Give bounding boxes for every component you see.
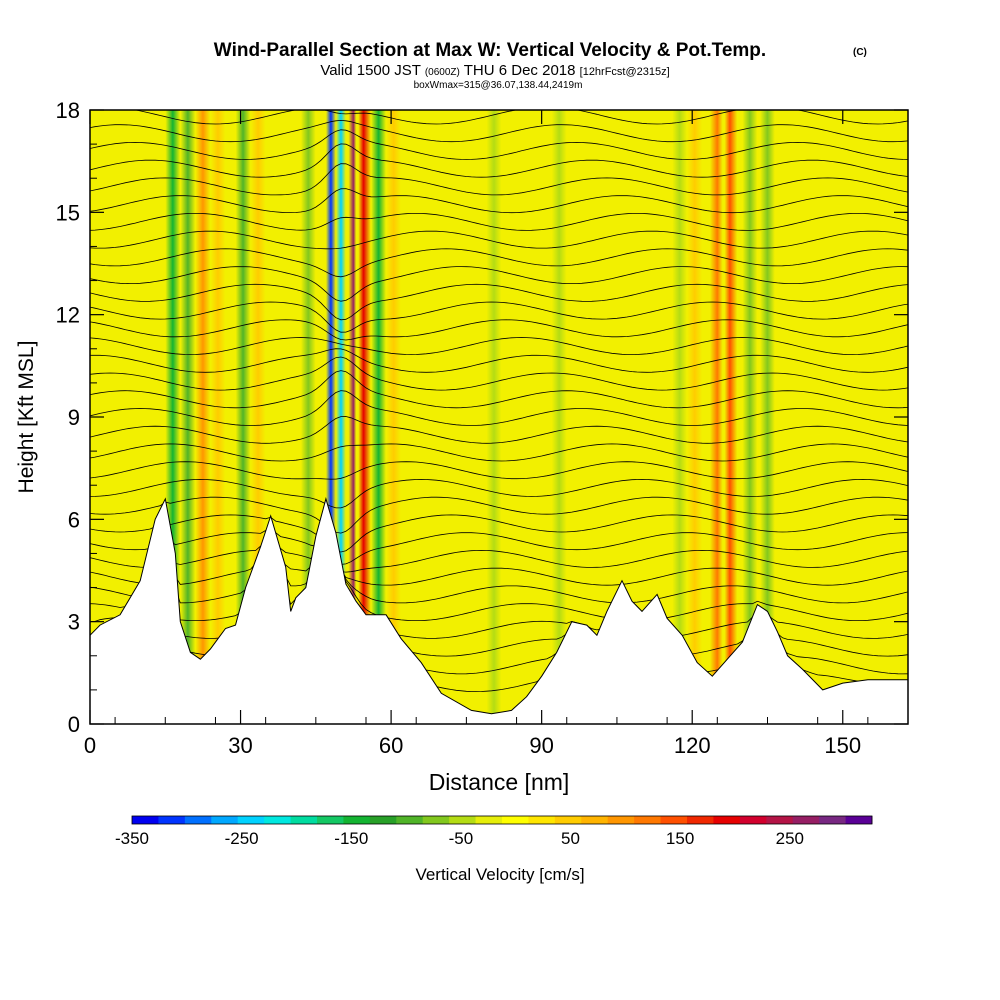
isentrope-line [90,143,908,178]
x-tick-label: 120 [674,733,711,758]
y-tick-label: 12 [56,303,80,328]
legend-swatch [528,816,556,824]
x-tick-label: 150 [824,733,861,758]
legend-swatch [502,816,529,824]
legend-swatch [158,816,186,824]
y-tick-label: 9 [68,405,80,430]
y-tick-label: 15 [56,200,80,225]
isentrope-line [90,554,908,621]
legend-swatch [819,816,846,824]
legend-swatch [766,816,794,824]
legend-swatch [237,816,265,824]
isentrope-line [90,248,908,278]
x-tick-label: 0 [84,733,96,758]
legend-tick-label: -350 [115,829,149,848]
y-tick-label: 3 [68,610,80,635]
isentrope-line [90,461,908,480]
isentrope-line [90,478,908,509]
legend-tick-label: 50 [561,829,580,848]
isentrope-line [90,319,908,341]
legend-swatch [792,816,820,824]
x-tick-label: 30 [228,733,252,758]
isentrope-line [90,266,908,302]
isentrope-line [133,110,908,125]
potential-temperature-contours [90,89,908,693]
legend-swatch [581,816,609,824]
isentrope-line [90,129,908,160]
isentrope-line [90,283,908,321]
legend-swatch [369,816,397,824]
legend-tick-label: 250 [776,829,804,848]
legend-swatch [290,816,318,824]
legend-swatch [264,816,291,824]
legend-swatch [184,816,212,824]
copyright-mark: (C) [853,47,867,58]
isentrope-line [90,301,908,333]
legend-swatch [713,816,741,824]
valid-utc: (0600Z) [425,67,460,78]
legend-swatch [422,816,450,824]
y-axis-label: Height [Kft MSL] [15,341,38,494]
isentrope-line [90,163,908,196]
legend-swatch [634,816,661,824]
y-tick-label: 0 [68,712,80,737]
legend-swatch [317,816,344,824]
legend-swatch [554,816,582,824]
legend-swatch [132,816,159,824]
legend-frame [131,815,873,825]
x-axis-ticks: 0 30 60 90 120 150 [84,110,869,758]
legend-swatch [845,816,873,824]
isentrope-line [90,213,908,231]
terrain-mask [90,497,908,724]
valid-prefix: Valid 1500 JST [320,62,420,79]
isentrope-line [90,230,908,250]
isentrope-line [90,548,908,604]
isentrope-line [90,119,908,143]
isentrope-line [90,443,908,462]
isentrope-line [90,370,908,409]
isentrope-line [90,348,908,373]
legend-swatch [396,816,424,824]
chart-title: Wind-Parallel Section at Max W: Vertical… [214,40,766,61]
isentrope-line [90,356,908,391]
plot-area [90,89,908,724]
legend-swatch [211,816,239,824]
velocity-field [90,110,908,724]
color-legend: -350 -250 -150 -50 50 150 250 [115,815,873,848]
isentrope-line [90,89,908,107]
isentrope-line [90,535,908,573]
legend-swatch [449,816,476,824]
legend-tick-label: -150 [334,829,368,848]
isentrope-line [90,514,908,553]
isentrope-line [90,337,908,356]
isentrope-line [90,416,908,444]
legend-title: Vertical Velocity [cm/s] [415,865,584,884]
box-wmax-label: boxWmax=315@36.07,138.44,2419m [414,80,583,91]
legend-swatch [739,816,767,824]
isentrope-line [90,188,908,214]
forecast-tag: [12hrFcst@2315z] [580,66,670,78]
x-axis-label: Distance [nm] [429,769,570,795]
isentrope-line [90,390,908,426]
legend-tick-label: 150 [666,829,694,848]
legend-swatch [660,816,688,824]
legend-tick-label: -250 [225,829,259,848]
legend-swatch [607,816,635,824]
legend-tick-label: -50 [449,829,474,848]
isentrope-line [90,496,908,534]
y-axis-ticks: 0 3 6 9 12 15 18 [56,98,908,737]
x-tick-label: 60 [379,733,403,758]
y-tick-label: 18 [56,98,80,123]
y-tick-label: 6 [68,507,80,532]
legend-swatch [343,816,371,824]
valid-time-line: Valid 1500 JST (0600Z) THU 6 Dec 2018 [1… [320,62,669,79]
legend-swatch [475,816,503,824]
valid-date: THU 6 Dec 2018 [464,62,576,79]
legend-swatch [687,816,714,824]
x-tick-label: 90 [529,733,553,758]
isentrope-line [90,525,908,565]
isentrope-line [90,545,908,586]
